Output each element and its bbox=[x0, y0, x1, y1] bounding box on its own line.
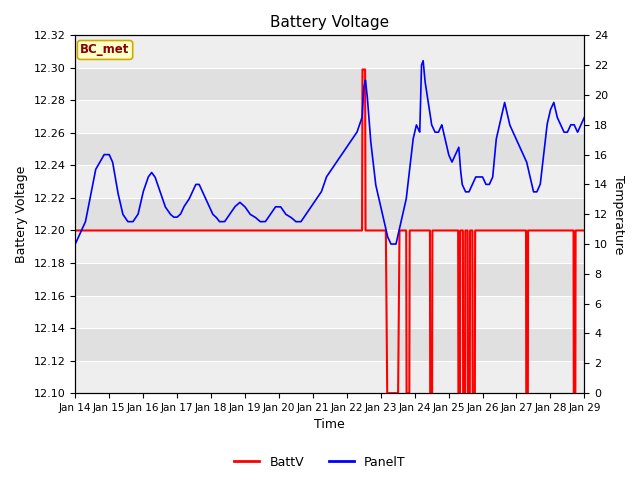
Bar bbox=[76, 360, 584, 393]
Title: Battery Voltage: Battery Voltage bbox=[270, 15, 389, 30]
Bar bbox=[76, 166, 584, 198]
Y-axis label: Temperature: Temperature bbox=[612, 175, 625, 254]
Bar bbox=[76, 100, 584, 133]
X-axis label: Time: Time bbox=[314, 419, 345, 432]
Bar bbox=[76, 36, 584, 68]
Text: BC_met: BC_met bbox=[81, 44, 130, 57]
Y-axis label: Battery Voltage: Battery Voltage bbox=[15, 166, 28, 263]
Legend: BattV, PanelT: BattV, PanelT bbox=[229, 451, 411, 474]
Bar bbox=[76, 296, 584, 328]
Bar bbox=[76, 230, 584, 263]
